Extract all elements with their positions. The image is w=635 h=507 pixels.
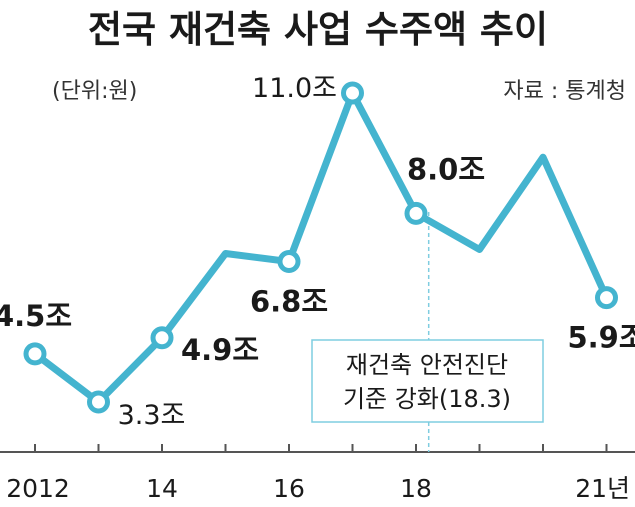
data-label: 8.0조 bbox=[407, 152, 485, 186]
x-tick-label: 14 bbox=[146, 474, 178, 503]
data-label: 3.3조 bbox=[118, 400, 186, 431]
data-point-marker bbox=[595, 286, 618, 310]
x-tick-label: 18 bbox=[400, 474, 432, 503]
data-label: 4.5조 bbox=[0, 299, 72, 333]
source-note: 자료 : 통계청 bbox=[503, 79, 626, 104]
data-label: 11.0조 bbox=[252, 73, 337, 104]
annotation-text: 기준 강화(18.3) bbox=[343, 385, 511, 413]
data-point-marker bbox=[87, 390, 110, 414]
markers bbox=[23, 81, 618, 414]
x-tick-label: 2012 bbox=[6, 474, 70, 503]
x-tick-label: 16 bbox=[273, 474, 305, 503]
data-label: 5.9조 bbox=[567, 321, 635, 355]
data-point-marker bbox=[404, 201, 428, 225]
data-label: 4.9조 bbox=[181, 333, 259, 367]
data-point-marker bbox=[341, 81, 364, 105]
x-tick-label: 21년 bbox=[575, 474, 630, 503]
series-line-layer bbox=[31, 89, 610, 406]
x-axis bbox=[0, 444, 635, 453]
data-labels: 4.5조 3.3조 4.9조 6.8조 11.0조 8.0조 5.9조 bbox=[0, 73, 635, 431]
series-line bbox=[31, 89, 610, 406]
data-point-marker bbox=[150, 326, 174, 350]
data-point-marker bbox=[23, 342, 47, 366]
annotation-text: 재건축 안전진단 bbox=[346, 351, 508, 379]
unit-note: (단위:원) bbox=[52, 79, 137, 104]
data-point-marker bbox=[277, 250, 301, 274]
x-tick-labels: 2012 14 16 18 21년 bbox=[6, 474, 630, 503]
chart-title: 전국 재건축 사업 수주액 추이 bbox=[88, 8, 548, 51]
data-label: 6.8조 bbox=[250, 285, 328, 319]
annotation-box bbox=[311, 339, 544, 423]
